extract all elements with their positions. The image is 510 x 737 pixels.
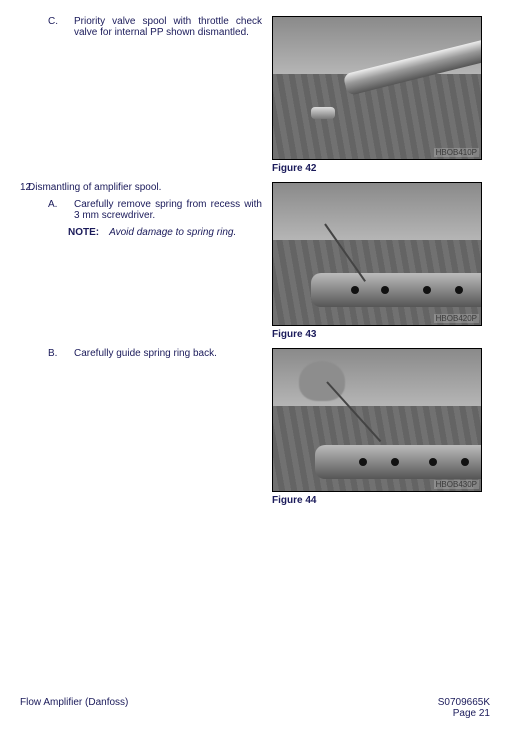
spacer (20, 199, 42, 221)
figure-43-caption: Figure 43 (272, 329, 482, 340)
figure-43-image: HBOB420P (272, 182, 482, 326)
figure-42-caption: Figure 42 (272, 163, 482, 174)
footer-left: Flow Amplifier (Danfoss) (20, 697, 128, 719)
figure-42-image: HBOB410P (272, 16, 482, 160)
note-label: NOTE: (68, 227, 99, 238)
step-letter: A. (48, 199, 68, 221)
footer-page: Page 21 (438, 708, 490, 719)
step-text: Carefully remove spring from recess with… (74, 199, 262, 221)
figure-44-tag: HBOB430P (434, 480, 479, 489)
step-text: Carefully guide spring ring back. (74, 348, 262, 359)
step-letter: C. (48, 16, 68, 38)
figure-43-tag: HBOB420P (434, 314, 479, 323)
step-text: Priority valve spool with throttle check… (74, 16, 262, 38)
spacer (20, 348, 42, 359)
figure-44-image: HBOB430P (272, 348, 482, 492)
figure-44-caption: Figure 44 (272, 495, 482, 506)
step-number (20, 16, 42, 38)
step-intro: Dismantling of amplifier spool. (28, 182, 262, 193)
footer-doc-code: S0709665K (438, 697, 490, 708)
note-text: Avoid damage to spring ring. (109, 227, 236, 238)
step-letter: B. (48, 348, 68, 359)
figure-42-tag: HBOB410P (434, 148, 479, 157)
